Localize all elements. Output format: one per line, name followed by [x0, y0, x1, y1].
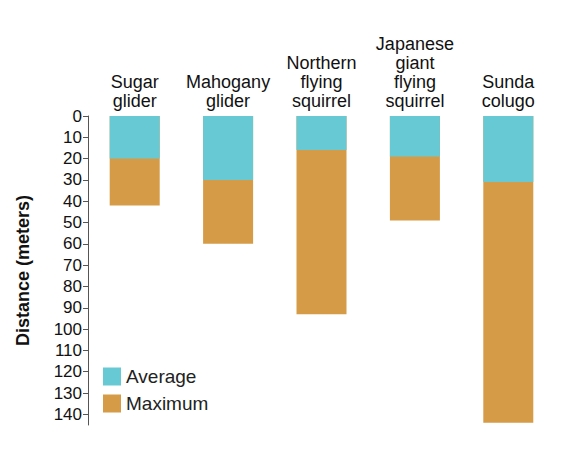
svg-text:70: 70: [63, 256, 82, 275]
svg-text:40: 40: [63, 192, 82, 211]
svg-text:10: 10: [63, 128, 82, 147]
svg-text:colugo: colugo: [482, 91, 535, 111]
svg-text:50: 50: [63, 213, 82, 232]
svg-text:110: 110: [55, 341, 82, 360]
svg-text:90: 90: [63, 298, 82, 317]
svg-text:0: 0: [73, 107, 82, 126]
svg-text:giant: giant: [395, 53, 434, 73]
svg-text:glider: glider: [113, 91, 157, 111]
svg-text:Distance (meters): Distance (meters): [13, 195, 33, 346]
svg-text:squirrel: squirrel: [385, 91, 444, 111]
svg-text:80: 80: [63, 277, 82, 296]
svg-text:Northern: Northern: [286, 53, 356, 73]
svg-text:Maximum: Maximum: [126, 393, 208, 414]
svg-text:140: 140: [54, 405, 82, 424]
svg-text:100: 100: [54, 320, 82, 339]
svg-text:Mahogany: Mahogany: [186, 72, 270, 92]
svg-text:Sunda: Sunda: [482, 72, 535, 92]
svg-text:60: 60: [63, 234, 82, 253]
svg-text:flying: flying: [300, 72, 342, 92]
svg-text:120: 120: [54, 362, 82, 381]
svg-text:30: 30: [63, 170, 82, 189]
svg-text:20: 20: [63, 149, 82, 168]
svg-text:130: 130: [54, 384, 82, 403]
svg-text:glider: glider: [206, 91, 250, 111]
svg-text:squirrel: squirrel: [292, 91, 351, 111]
svg-text:Average: Average: [126, 366, 196, 387]
svg-text:Japanese: Japanese: [376, 34, 454, 54]
svg-text:Sugar: Sugar: [111, 72, 159, 92]
svg-text:flying: flying: [394, 72, 436, 92]
